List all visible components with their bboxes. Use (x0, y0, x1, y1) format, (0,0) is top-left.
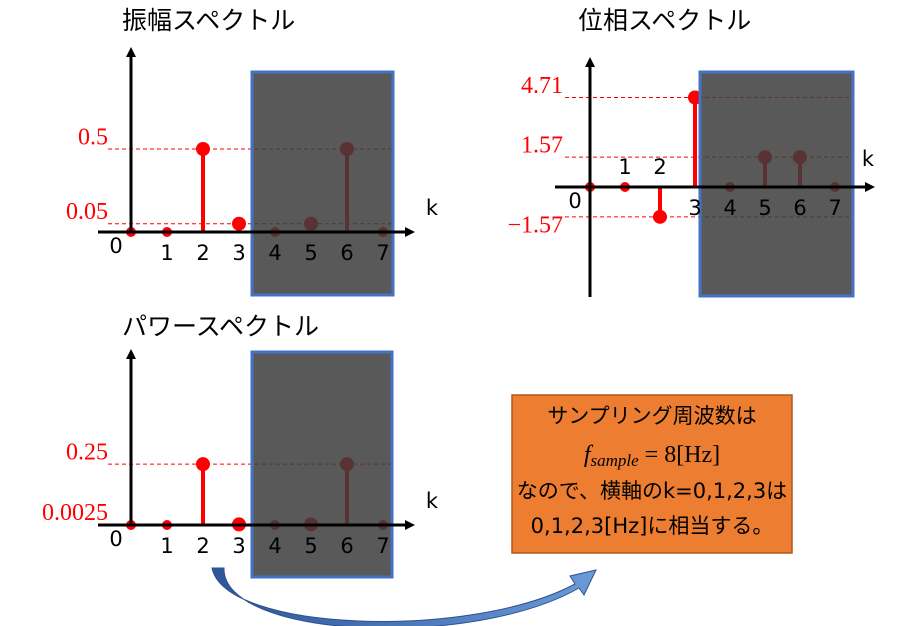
x-tick-label: 7 (828, 196, 841, 220)
x-tick-label: 5 (304, 534, 317, 558)
stem-marker (196, 142, 210, 156)
x-tick-label: 3 (232, 241, 245, 265)
y-tick-label: 0.05 (66, 199, 108, 225)
y-tick-label: 4.71 (521, 73, 563, 99)
x-tick-label: 5 (304, 241, 317, 265)
stem-chart: 振幅スペクトル 0.5 0.050 1 2 3 4 5 6 7 k (66, 6, 439, 297)
x-tick-label: 1 (160, 534, 173, 558)
math-sub: sample (590, 451, 639, 470)
y-tick-label: 0.25 (66, 440, 108, 466)
math-base: f (584, 442, 594, 468)
y-tick-label: 0.0025 (42, 500, 108, 526)
x-axis-label: k (426, 489, 439, 513)
x-tick-label: 3 (232, 534, 245, 558)
x-tick-label: 3 (688, 196, 701, 220)
x-tick-label: 7 (376, 241, 389, 265)
x-tick-label: 1 (618, 155, 631, 179)
x-tick-label: 0 (568, 189, 581, 213)
x-axis-label: k (426, 196, 439, 220)
shaded-region (250, 70, 395, 297)
note-line: なので、横軸のk=0,1,2,3は (517, 479, 787, 503)
curved-arrow (211, 567, 597, 626)
x-tick-label: 5 (758, 196, 771, 220)
stem-marker (232, 216, 246, 231)
x-tick-label: 7 (376, 534, 389, 558)
x-tick-label: 0 (109, 234, 122, 258)
x-tick-label: 1 (160, 241, 173, 265)
x-tick-label: 6 (793, 196, 806, 220)
chart-title: パワースペクトル (122, 312, 319, 341)
x-tick-label: 2 (196, 241, 209, 265)
x-tick-label: 4 (268, 241, 281, 265)
math-rest: = 8[Hz] (645, 442, 721, 468)
x-tick-label: 4 (723, 196, 736, 220)
note-background (511, 394, 793, 554)
note-box: サンプリング周波数は fsample = 8[Hz] なので、横軸のk=0,1,2… (511, 394, 793, 554)
note-line: 0,1,2,3[Hz]に相当する。 (531, 514, 774, 538)
stem-marker (653, 209, 667, 224)
stem-marker (196, 457, 210, 472)
chart-title: 振幅スペクトル (122, 6, 295, 35)
x-tick-label: 6 (340, 241, 353, 265)
x-tick-label: 2 (653, 155, 666, 179)
x-tick-label: 6 (340, 534, 353, 558)
shaded-region (698, 70, 855, 298)
y-tick-label: −1.57 (507, 212, 563, 238)
x-tick-label: 0 (109, 527, 122, 551)
x-tick-label: 4 (268, 534, 281, 558)
x-axis-label: k (862, 147, 875, 171)
shaded-region (250, 350, 394, 579)
y-tick-label: 1.57 (521, 133, 563, 159)
x-tick-label: 2 (196, 534, 209, 558)
y-tick-label: 0.5 (78, 125, 108, 151)
stem-chart: 位相スペクトル 4.71 1.57 −1.570 1 23 4 5 6 7 k (507, 6, 875, 298)
note-line: サンプリング周波数は (547, 404, 756, 428)
note-math: fsample = 8[Hz] (584, 442, 720, 470)
chart-title: 位相スペクトル (578, 6, 751, 35)
